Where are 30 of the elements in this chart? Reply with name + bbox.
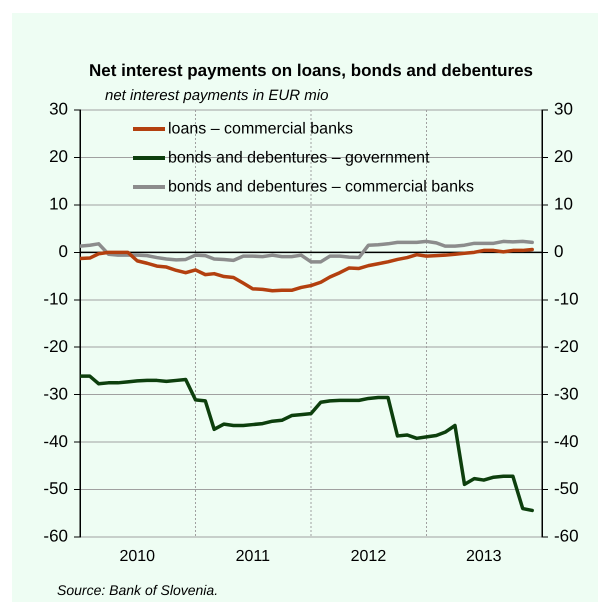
x-tick-label: 2010 — [119, 548, 156, 566]
legend-label: bonds and debentures – commercial banks — [168, 178, 474, 196]
legend-label: bonds and debentures – government — [168, 149, 430, 166]
y-tick-label: -10 — [43, 289, 68, 308]
y2-tick-label: 20 — [554, 147, 573, 166]
x-tick-label: 2013 — [466, 548, 502, 566]
y-tick-label: -50 — [43, 479, 68, 498]
y2-tick-label: -30 — [554, 384, 579, 404]
y-tick-label: 0 — [58, 242, 68, 262]
y-tick-label: -40 — [43, 432, 68, 451]
y2-tick-label: -50 — [554, 479, 579, 498]
x-tick-label: 2012 — [350, 548, 386, 566]
y2-tick-label: 30 — [554, 100, 573, 119]
y-tick-label: 10 — [49, 194, 68, 214]
y2-tick-label: -60 — [554, 526, 579, 546]
y-tick-label: 30 — [49, 100, 68, 119]
y2-tick-label: -20 — [554, 336, 579, 356]
y-tick-label: -20 — [43, 336, 68, 356]
y-axis-title: net interest payments in EUR mio — [105, 87, 328, 104]
y-tick-label: 20 — [49, 147, 68, 166]
legend-label: loans – commercial banks — [168, 120, 353, 138]
x-tick-label: 2011 — [236, 548, 270, 566]
y2-tick-label: -10 — [554, 289, 579, 308]
y2-tick-label: 10 — [554, 194, 573, 214]
y2-tick-label: 0 — [554, 242, 564, 262]
y2-tick-label: -40 — [554, 432, 579, 451]
y-tick-label: -30 — [43, 384, 68, 404]
chart-title: Net interest payments on loans, bonds and debentures — [89, 61, 533, 80]
y-tick-label: -60 — [43, 526, 68, 546]
source-note: Source: Bank of Slovenia. — [57, 582, 218, 598]
